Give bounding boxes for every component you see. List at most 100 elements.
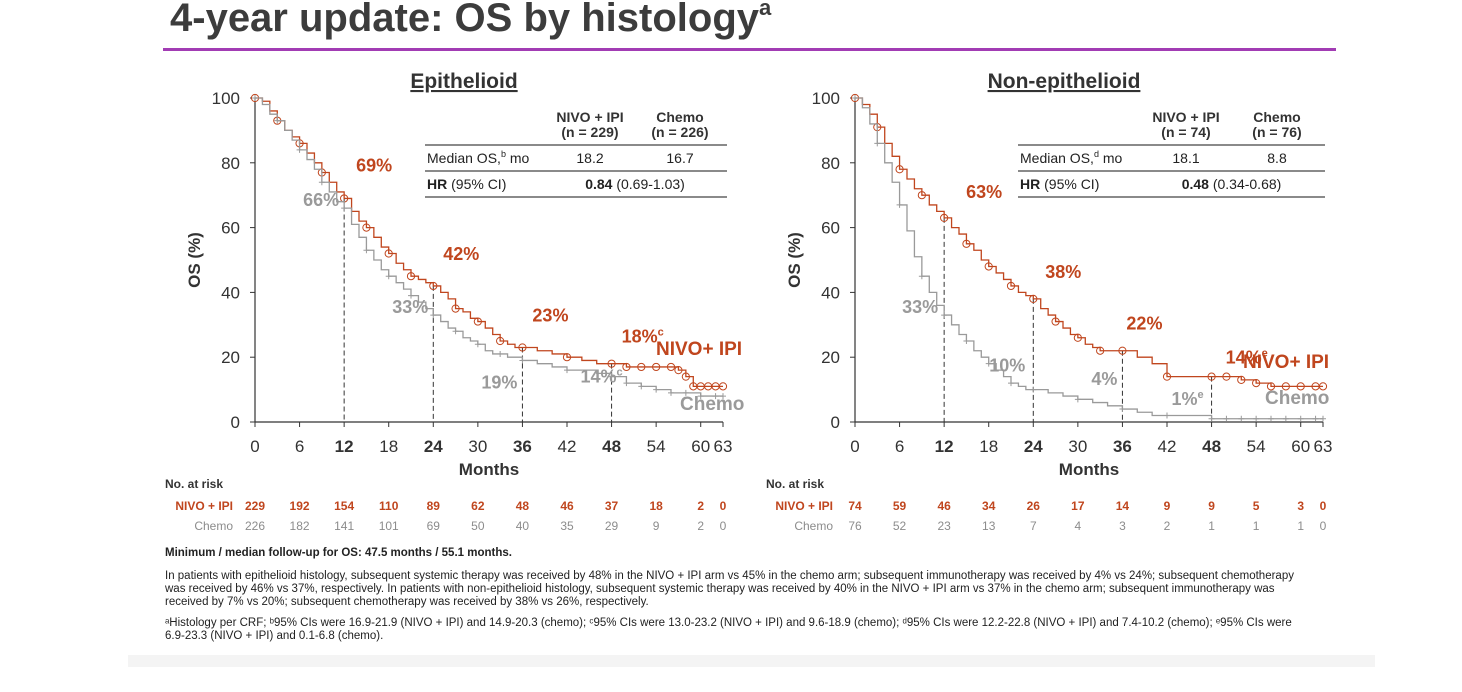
- risk-nivo-value: 26: [1026, 499, 1040, 513]
- risk-nivo-value: 229: [244, 499, 266, 513]
- landmark-chemo-label: 10%: [989, 356, 1025, 376]
- x-tick-label: 60: [1291, 437, 1310, 456]
- y-tick-label: 100: [812, 89, 840, 108]
- x-axis-label: Months: [459, 460, 519, 479]
- censor-mark-nivo: [681, 372, 690, 381]
- x-tick-label: 48: [1202, 437, 1221, 456]
- stats-col1-header: NIVO + IPI: [556, 109, 623, 125]
- risk-chemo-value: 23: [937, 519, 951, 533]
- censor-mark-chemo: [852, 95, 858, 101]
- risk-nivo-value: 0: [719, 499, 727, 513]
- censor-mark-chemo: [430, 312, 437, 319]
- x-tick-label: 18: [379, 437, 398, 456]
- x-tick-label: 0: [850, 437, 859, 456]
- risk-row-nivo-name: NIVO + IPI: [175, 499, 233, 513]
- stats-table-bg: [425, 107, 727, 199]
- risk-nivo-value: 17: [1071, 499, 1085, 513]
- x-tick-label: 24: [1024, 437, 1043, 456]
- stats-col2-header: Chemo: [656, 109, 703, 125]
- risk-chemo-value: 52: [892, 519, 907, 533]
- stats-row1-sup: b: [501, 149, 506, 159]
- censor-mark-chemo: [452, 328, 459, 335]
- landmark-chemo-label: 33%: [902, 297, 938, 317]
- censor-mark-nivo: [384, 249, 393, 258]
- series-chemo-line: [855, 97, 1323, 420]
- y-tick-label: 20: [821, 348, 840, 367]
- risk-chemo-value: 3: [1119, 519, 1126, 533]
- landmark-nivo-label: 18%c: [622, 327, 664, 347]
- chart-title: Non-epithelioid: [988, 70, 1141, 93]
- risk-chemo-value: 0: [1319, 519, 1327, 533]
- landmark-nivo-sup: c: [658, 327, 664, 339]
- censor-mark-chemo: [341, 205, 348, 212]
- censor-mark-chemo: [519, 357, 526, 364]
- censor-mark-chemo: [1119, 406, 1126, 413]
- series-nivo-line: [855, 97, 1323, 388]
- x-tick-label: 60: [691, 437, 710, 456]
- bottom-bar: [128, 655, 1375, 667]
- stats-row2-value: 0.84 (0.69-1.03): [585, 176, 685, 192]
- censor-mark-chemo: [1030, 386, 1037, 393]
- censor-mark-chemo: [564, 367, 570, 374]
- risk-chemo-value: 35: [560, 519, 574, 533]
- risk-nivo-value: 46: [560, 499, 574, 513]
- censor-mark-chemo: [918, 273, 925, 280]
- risk-table-label: No. at risk: [165, 477, 224, 491]
- risk-nivo-value: 9: [1208, 499, 1215, 513]
- censor-mark-chemo: [1312, 415, 1319, 422]
- risk-nivo-value: 154: [334, 499, 355, 513]
- censor-mark-nivo: [1029, 294, 1038, 303]
- landmark-chemo-label: 1%e: [1172, 389, 1204, 409]
- x-tick-label: 54: [1247, 437, 1266, 456]
- landmark-chemo-label: 66%: [303, 190, 339, 210]
- series-label-nivo: NIVO+ IPI: [656, 339, 742, 360]
- censor-mark-chemo: [896, 201, 903, 208]
- x-tick-label: 6: [895, 437, 904, 456]
- stats-row1-unit: mo: [506, 150, 530, 166]
- y-tick-label: 60: [821, 219, 840, 238]
- footer-footnotes: ᵃHistology per CRF; ᵇ95% CIs were 16.9-2…: [165, 617, 1292, 642]
- censor-mark-chemo: [985, 360, 992, 367]
- censor-mark-chemo: [1208, 415, 1215, 422]
- censor-mark-nivo: [362, 223, 371, 232]
- y-tick-label: 60: [221, 219, 240, 238]
- x-tick-label: 63: [1314, 437, 1333, 456]
- stats-row2-label: HR (95% CI): [1020, 176, 1099, 192]
- censor-mark-chemo: [252, 95, 258, 101]
- risk-chemo-value: 101: [378, 519, 399, 533]
- x-tick-label: 12: [935, 437, 954, 456]
- stats-col1-header: NIVO + IPI: [1152, 109, 1219, 125]
- censor-mark-chemo: [1268, 415, 1274, 422]
- risk-chemo-value: 141: [334, 519, 355, 533]
- risk-nivo-value: 3: [1297, 499, 1305, 513]
- censor-mark-chemo: [623, 380, 630, 387]
- censor-mark-chemo: [1074, 396, 1081, 403]
- censor-mark-nivo: [1281, 382, 1290, 391]
- censor-mark-nivo: [674, 366, 683, 375]
- censor-mark-chemo: [1253, 415, 1260, 422]
- y-tick-label: 80: [221, 154, 240, 173]
- censor-mark-nivo: [607, 359, 616, 368]
- stats-col2-n: (n = 226): [651, 124, 708, 140]
- stats-row2-label-rest: (95% CI): [1040, 176, 1099, 192]
- censor-mark-nivo: [622, 362, 631, 372]
- censor-mark-nivo: [562, 353, 572, 362]
- stats-row2-label: HR (95% CI): [427, 176, 506, 192]
- y-tick-label: 0: [231, 413, 240, 432]
- censor-mark-chemo: [874, 140, 881, 147]
- stats-row1-v2: 16.7: [666, 150, 693, 166]
- risk-nivo-value: 37: [604, 499, 619, 513]
- y-tick-label: 80: [821, 154, 840, 173]
- risk-nivo-value: 9: [1163, 499, 1171, 513]
- censor-mark-chemo: [1320, 415, 1326, 422]
- landmark-chemo-label: 19%: [481, 372, 517, 392]
- series-chemo-line: [255, 97, 723, 397]
- y-tick-label: 40: [821, 283, 840, 302]
- risk-chemo-value: 1: [1208, 519, 1215, 533]
- risk-nivo-value: 62: [471, 499, 485, 513]
- risk-chemo-value: 2: [697, 519, 705, 533]
- x-tick-label: 54: [647, 437, 666, 456]
- censor-mark-chemo: [1282, 415, 1289, 422]
- stats-row2-value-rest: (0.34-0.68): [1209, 176, 1281, 192]
